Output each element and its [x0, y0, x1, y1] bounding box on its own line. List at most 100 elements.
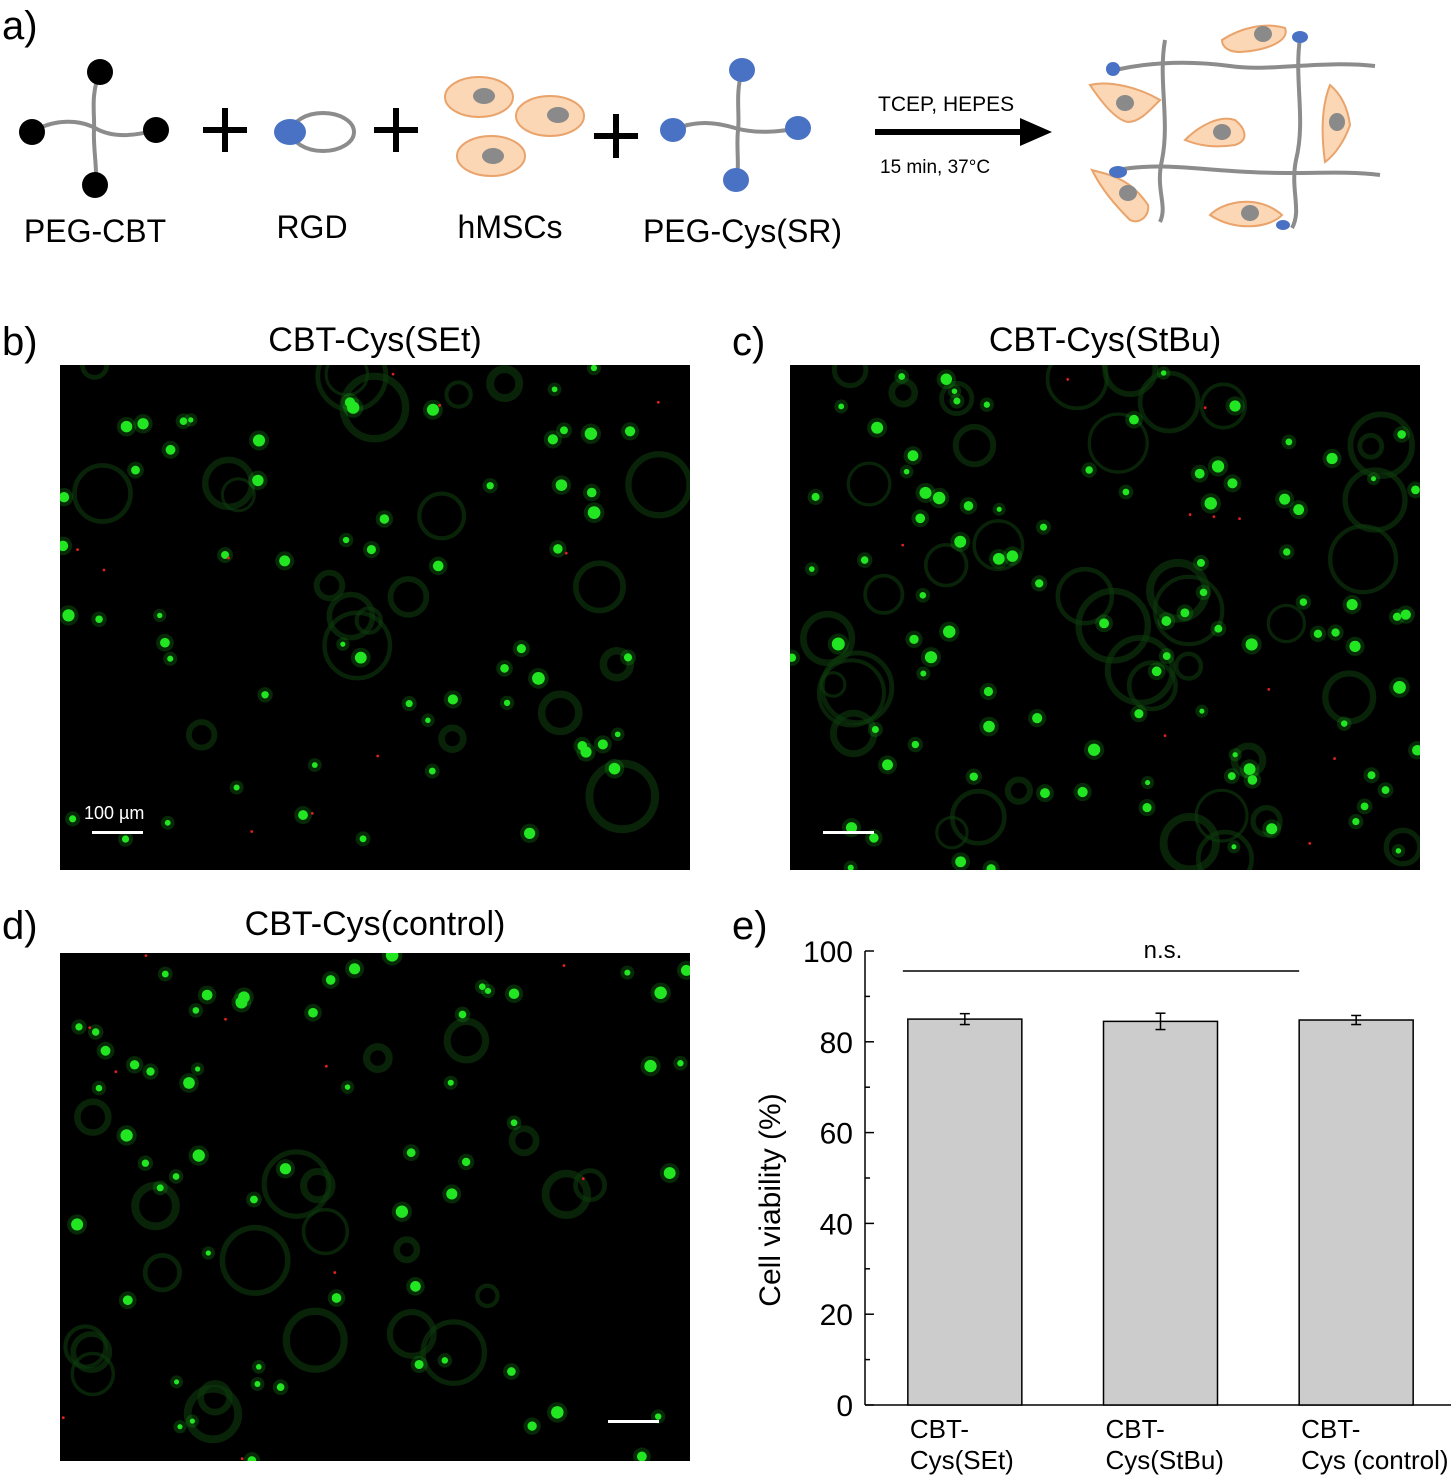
out-of-focus-cell [939, 380, 975, 417]
live-cell [366, 544, 376, 555]
dead-cell [656, 400, 660, 404]
live-cell [644, 1059, 657, 1073]
live-cell [131, 465, 140, 475]
out-of-focus-cell [888, 377, 919, 408]
out-of-focus-cell [816, 658, 886, 728]
dead-cell [1203, 406, 1207, 410]
scale-bar-c [823, 831, 874, 834]
live-cell [1395, 848, 1402, 854]
live-cell [120, 1129, 133, 1142]
dead-cell [333, 1271, 337, 1274]
out-of-focus-cell [537, 690, 583, 736]
live-cell [461, 1157, 471, 1167]
peg-cbt-molecule [19, 59, 169, 198]
out-of-focus-cell [300, 1167, 336, 1204]
live-cell [428, 767, 436, 775]
dead-cell [240, 1457, 244, 1461]
y-tick-label: 80 [820, 1027, 853, 1060]
live-cell [1145, 779, 1151, 786]
live-cell [432, 560, 444, 572]
out-of-focus-cell [142, 1253, 182, 1293]
live-cell [860, 556, 869, 564]
live-cell [252, 434, 266, 447]
live-cell [340, 641, 346, 647]
out-of-focus-cell [1055, 566, 1115, 626]
hmsc-cells [444, 76, 585, 177]
live-cell [516, 644, 526, 654]
out-of-focus-cell [72, 463, 133, 524]
live-cell [1371, 476, 1377, 482]
out-of-focus-cell [444, 380, 473, 409]
live-cell [311, 762, 318, 768]
live-cell [586, 487, 597, 498]
live-cell [164, 819, 171, 826]
live-cell [790, 653, 797, 662]
x-tick-label: Cys (control) [1301, 1445, 1448, 1475]
live-cell [406, 1148, 416, 1158]
out-of-focus-cell [1357, 432, 1385, 460]
live-cell [943, 625, 956, 638]
live-cell [983, 401, 990, 408]
live-cell [811, 492, 820, 501]
out-of-focus-cell [863, 573, 905, 615]
live-cell [486, 482, 494, 490]
live-cell [869, 833, 879, 843]
x-tick-label: Cys(StBu) [1106, 1445, 1224, 1475]
y-axis-label: Cell viability (%) [754, 1093, 787, 1306]
live-cell [1211, 460, 1225, 473]
y-tick-label: 0 [836, 1390, 853, 1423]
out-of-focus-cell [1087, 412, 1149, 474]
live-cell [680, 964, 690, 976]
live-cell [919, 486, 932, 499]
live-cell [1393, 681, 1406, 694]
out-of-focus-cell [70, 1331, 113, 1373]
out-of-focus-cell [1004, 776, 1033, 805]
live-cell [279, 555, 291, 567]
live-cell [911, 740, 920, 749]
live-cell [1227, 772, 1236, 780]
live-cell [325, 975, 336, 985]
dead-cell [324, 1064, 328, 1068]
live-cell [359, 835, 367, 843]
live-cell [838, 403, 845, 410]
live-cell [69, 815, 77, 823]
live-cell [385, 953, 399, 962]
live-cell [156, 1184, 164, 1192]
live-cell [992, 552, 1005, 565]
scale-bar-d [608, 1420, 659, 1423]
dead-cell [1238, 517, 1241, 521]
out-of-focus-cell [625, 451, 690, 519]
live-cell [996, 506, 1002, 512]
live-cell [1397, 430, 1406, 439]
dead-cell [227, 556, 230, 560]
live-cell [551, 386, 558, 393]
live-cell [1006, 550, 1019, 562]
live-cell [425, 717, 431, 724]
live-cell [1231, 844, 1237, 850]
live-cell [507, 1367, 516, 1376]
out-of-focus-cell [819, 650, 895, 726]
live-cell [120, 420, 133, 433]
dead-cell [1066, 378, 1070, 381]
title-panel-c: CBT-Cys(StBu) [988, 321, 1222, 359]
live-cell [129, 1060, 140, 1070]
out-of-focus-cell [831, 365, 869, 389]
bar [907, 1018, 1023, 1406]
live-cell [532, 671, 545, 685]
live-cell [584, 427, 598, 440]
live-cell [349, 963, 361, 975]
out-of-focus-cell [1347, 411, 1415, 479]
live-cell [71, 1218, 84, 1231]
out-of-focus-cell [585, 759, 660, 834]
live-cell [161, 970, 169, 978]
live-cell [192, 1007, 200, 1014]
live-cell [1214, 624, 1223, 633]
x-tick-label: CBT- [910, 1414, 969, 1444]
live-cell [179, 417, 188, 425]
live-cell [1151, 666, 1162, 677]
live-cell [1243, 763, 1256, 776]
out-of-focus-cell [354, 606, 384, 635]
live-cell [91, 1028, 100, 1036]
live-cell [122, 1295, 133, 1306]
live-cell [62, 609, 75, 622]
